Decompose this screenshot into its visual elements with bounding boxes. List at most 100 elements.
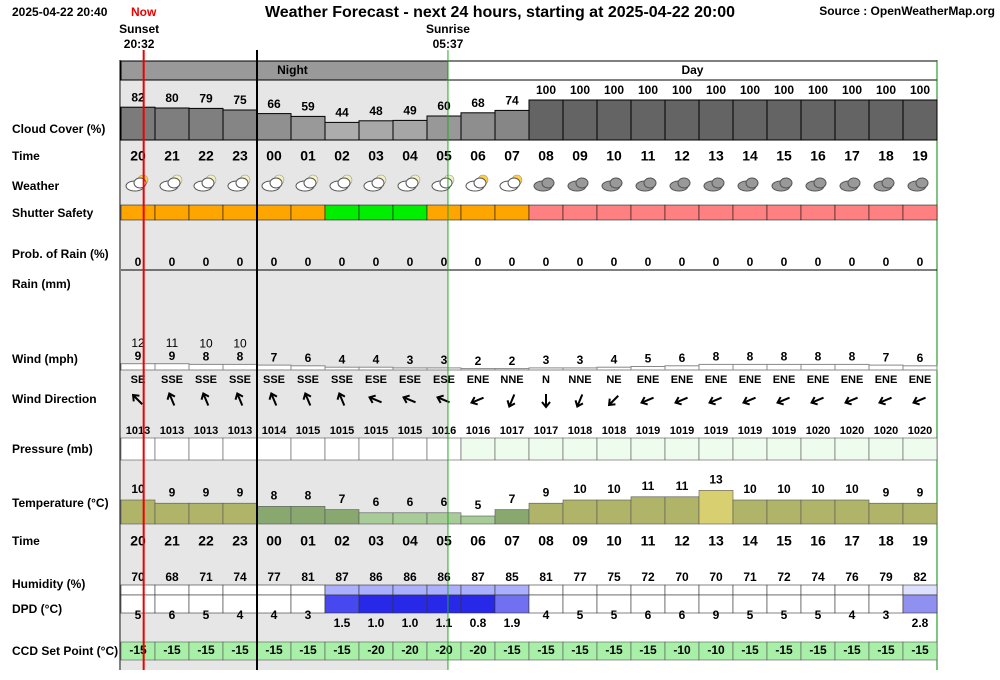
dpd-value: 5 <box>577 608 584 622</box>
arrow-head <box>336 392 346 400</box>
rain-prob: 0 <box>339 255 346 269</box>
temp-value: 9 <box>169 485 176 499</box>
wind-speed: 3 <box>577 353 584 367</box>
rain-prob: 0 <box>169 255 176 269</box>
source: Source : OpenWeatherMap.org <box>819 4 995 18</box>
arrow-shaft <box>202 394 210 406</box>
shutter-cell <box>698 204 734 221</box>
cloud-bar <box>460 112 496 141</box>
temp-value: 10 <box>777 482 791 496</box>
sunset-label: Sunset <box>119 22 159 36</box>
cloud-shape <box>677 177 691 189</box>
cloud-bar <box>188 107 224 141</box>
temp-bar <box>630 496 666 525</box>
humidity-value: 74 <box>233 570 247 584</box>
pressure-value: 1020 <box>908 425 932 437</box>
pressure-cell <box>324 437 360 461</box>
wind-arrow <box>506 394 516 408</box>
weather-icon <box>431 174 455 192</box>
shutter-cell <box>902 204 938 221</box>
cloud-bar <box>800 99 836 141</box>
time-label: 12 <box>674 148 690 164</box>
time-label: 11 <box>641 148 656 164</box>
time-label: 03 <box>368 533 384 549</box>
pressure-value: 1020 <box>874 425 898 437</box>
wind-arrow <box>368 394 382 404</box>
dpd-value: 4 <box>271 608 278 622</box>
wind-speed: 8 <box>203 350 210 364</box>
cloud-value: 100 <box>536 83 556 97</box>
cloud-shape <box>711 177 725 189</box>
humidity-value: 72 <box>777 570 791 584</box>
cloud-shape <box>541 177 555 189</box>
pressure-value: 1016 <box>432 425 456 437</box>
rain-prob: 0 <box>305 255 312 269</box>
wind-bar <box>494 368 530 371</box>
rain-prob: 0 <box>747 255 754 269</box>
temp-value: 10 <box>845 482 859 496</box>
shutter-cell <box>120 204 156 221</box>
temp-bar <box>324 509 360 525</box>
wind-arrow <box>402 394 416 404</box>
wind-gust: 10 <box>233 337 247 351</box>
weather-icon <box>295 174 319 192</box>
cloud-shape <box>847 177 861 189</box>
temp-bar <box>698 490 734 525</box>
shutter-cell <box>834 204 870 221</box>
rain-prob: 0 <box>611 255 618 269</box>
wind-bar <box>426 367 462 371</box>
cloud-bar <box>596 99 632 141</box>
temp-value: 8 <box>305 489 312 503</box>
time-label: 00 <box>266 148 282 164</box>
wind-speed: 2 <box>475 354 482 368</box>
humidity-cell <box>392 584 428 596</box>
wind-speed: 8 <box>713 350 720 364</box>
ccd-value: -20 <box>435 643 453 657</box>
wind-bar <box>358 366 394 371</box>
cloud-shape <box>473 177 487 189</box>
ccd-value: -15 <box>299 643 317 657</box>
wind-arrow <box>742 396 756 406</box>
pressure-value: 1020 <box>806 425 830 437</box>
wind-arrow <box>810 396 824 406</box>
ccd-value: -15 <box>809 643 827 657</box>
temp-value: 10 <box>811 482 825 496</box>
row-label: Time <box>12 149 40 163</box>
humidity-cell <box>630 584 666 596</box>
temp-bar <box>596 499 632 525</box>
temp-value: 11 <box>642 479 655 493</box>
wind-bar <box>664 365 700 371</box>
wind-bar <box>562 367 598 371</box>
cloud-bar <box>154 107 190 141</box>
temp-value: 9 <box>543 485 550 499</box>
pressure-cell <box>358 437 394 461</box>
humidity-cell <box>834 584 870 596</box>
wind-speed: 9 <box>135 349 142 363</box>
pressure-cell <box>596 437 632 461</box>
weather-icon <box>193 174 217 192</box>
arrow-shaft <box>338 394 346 406</box>
wind-arrow <box>912 396 926 406</box>
shutter-cell <box>154 204 190 221</box>
temp-value: 9 <box>237 485 244 499</box>
temp-bar <box>154 502 190 525</box>
cloud-bar <box>358 120 394 141</box>
rain-prob: 0 <box>203 255 210 269</box>
time-label: 17 <box>844 148 860 164</box>
pressure-value: 1013 <box>228 425 252 437</box>
humidity-cell <box>222 584 258 596</box>
wind-bar <box>256 364 292 371</box>
rain-prob: 0 <box>815 255 822 269</box>
pressure-cell <box>460 437 496 461</box>
temp-bar <box>120 499 156 525</box>
time-label: 06 <box>470 148 486 164</box>
dpd-value: 2.8 <box>912 616 929 630</box>
wind-arrow <box>336 392 346 406</box>
wind-dir: ENE <box>467 374 490 386</box>
dpd-cell <box>460 594 496 614</box>
pressure-cell <box>732 437 768 461</box>
cloud-bar <box>392 119 428 141</box>
rain-prob: 0 <box>407 255 414 269</box>
arrow-head <box>234 392 244 400</box>
arrow-head <box>302 392 312 400</box>
